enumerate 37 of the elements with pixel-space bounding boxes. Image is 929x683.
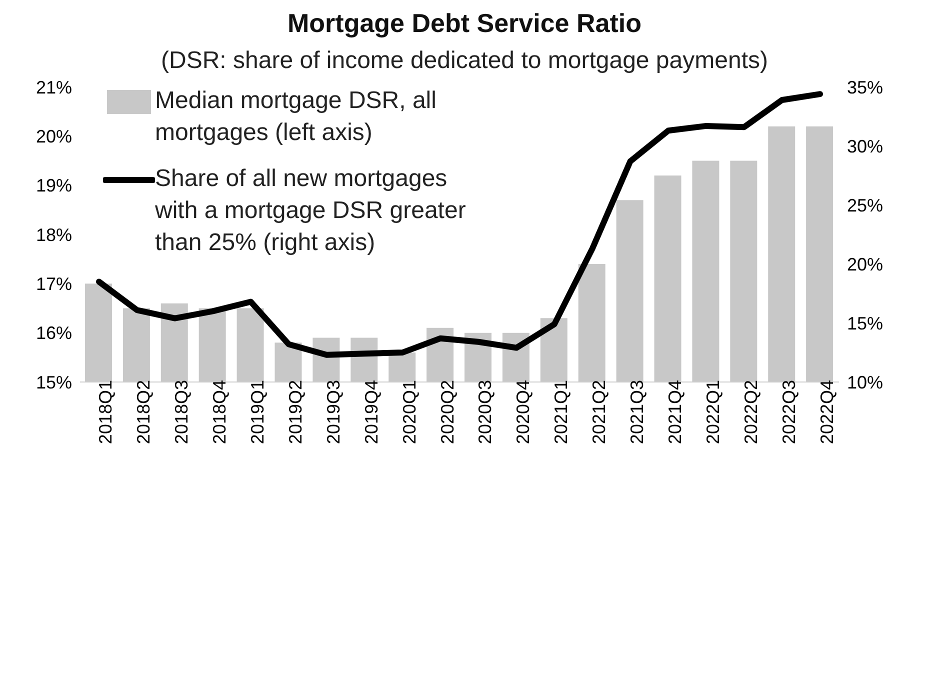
x-tick-label: 2018Q4	[210, 380, 230, 444]
x-tick-label: 2018Q2	[134, 380, 154, 444]
chart-title: Mortgage Debt Service Ratio	[286, 8, 642, 39]
x-tick-label: 2019Q3	[323, 380, 344, 444]
chart-subtitle: (DSR: share of income dedicated to mortgage payments)	[160, 47, 769, 75]
x-tick-label: 2020Q4	[513, 380, 534, 444]
y2-tick-label: 10%	[847, 372, 884, 392]
x-tick-label: 2020Q3	[475, 380, 496, 444]
y2-tick-label: 20%	[847, 254, 884, 274]
x-tick-label: 2022Q1	[702, 380, 723, 444]
x-tick-label: 2020Q1	[399, 380, 420, 444]
x-tick-label: 2021Q2	[589, 380, 610, 444]
y-tick-label: 15%	[36, 372, 72, 392]
x-tick-label: 2019Q1	[248, 380, 268, 444]
y-tick-label: 20%	[36, 126, 72, 147]
x-tick-label: 2021Q3	[627, 380, 648, 444]
x-tick-label: 2021Q1	[551, 380, 572, 444]
y-tick-label: 19%	[36, 176, 72, 196]
x-tick-label: 2020Q2	[437, 380, 458, 444]
x-tick-label: 2022Q3	[778, 380, 799, 444]
y-tick-label: 18%	[36, 224, 72, 245]
y2-tick-label: 30%	[847, 136, 884, 156]
y-tick-label: 21%	[36, 77, 72, 98]
x-tick-label: 2018Q1	[96, 380, 116, 444]
y2-tick-label: 25%	[847, 195, 884, 216]
x-tick-label: 2022Q2	[740, 380, 761, 444]
y-tick-label: 16%	[36, 323, 72, 344]
y2-tick-label: 35%	[847, 77, 884, 98]
x-tick-label: 2018Q3	[172, 380, 192, 444]
y2-tick-label: 15%	[847, 313, 884, 334]
legend-label: Share of all new mortgages with a mortgage DSR greater than 25% (right axis)	[155, 164, 467, 258]
x-tick-label: 2019Q2	[286, 380, 306, 444]
x-tick-label: 2022Q4	[816, 380, 837, 444]
legend-label: Median mortgage DSR, all mortgages (left axis)	[155, 86, 438, 148]
y-tick-label: 17%	[36, 274, 72, 294]
x-tick-label: 2021Q4	[665, 380, 686, 444]
x-tick-label: 2019Q4	[361, 380, 382, 444]
